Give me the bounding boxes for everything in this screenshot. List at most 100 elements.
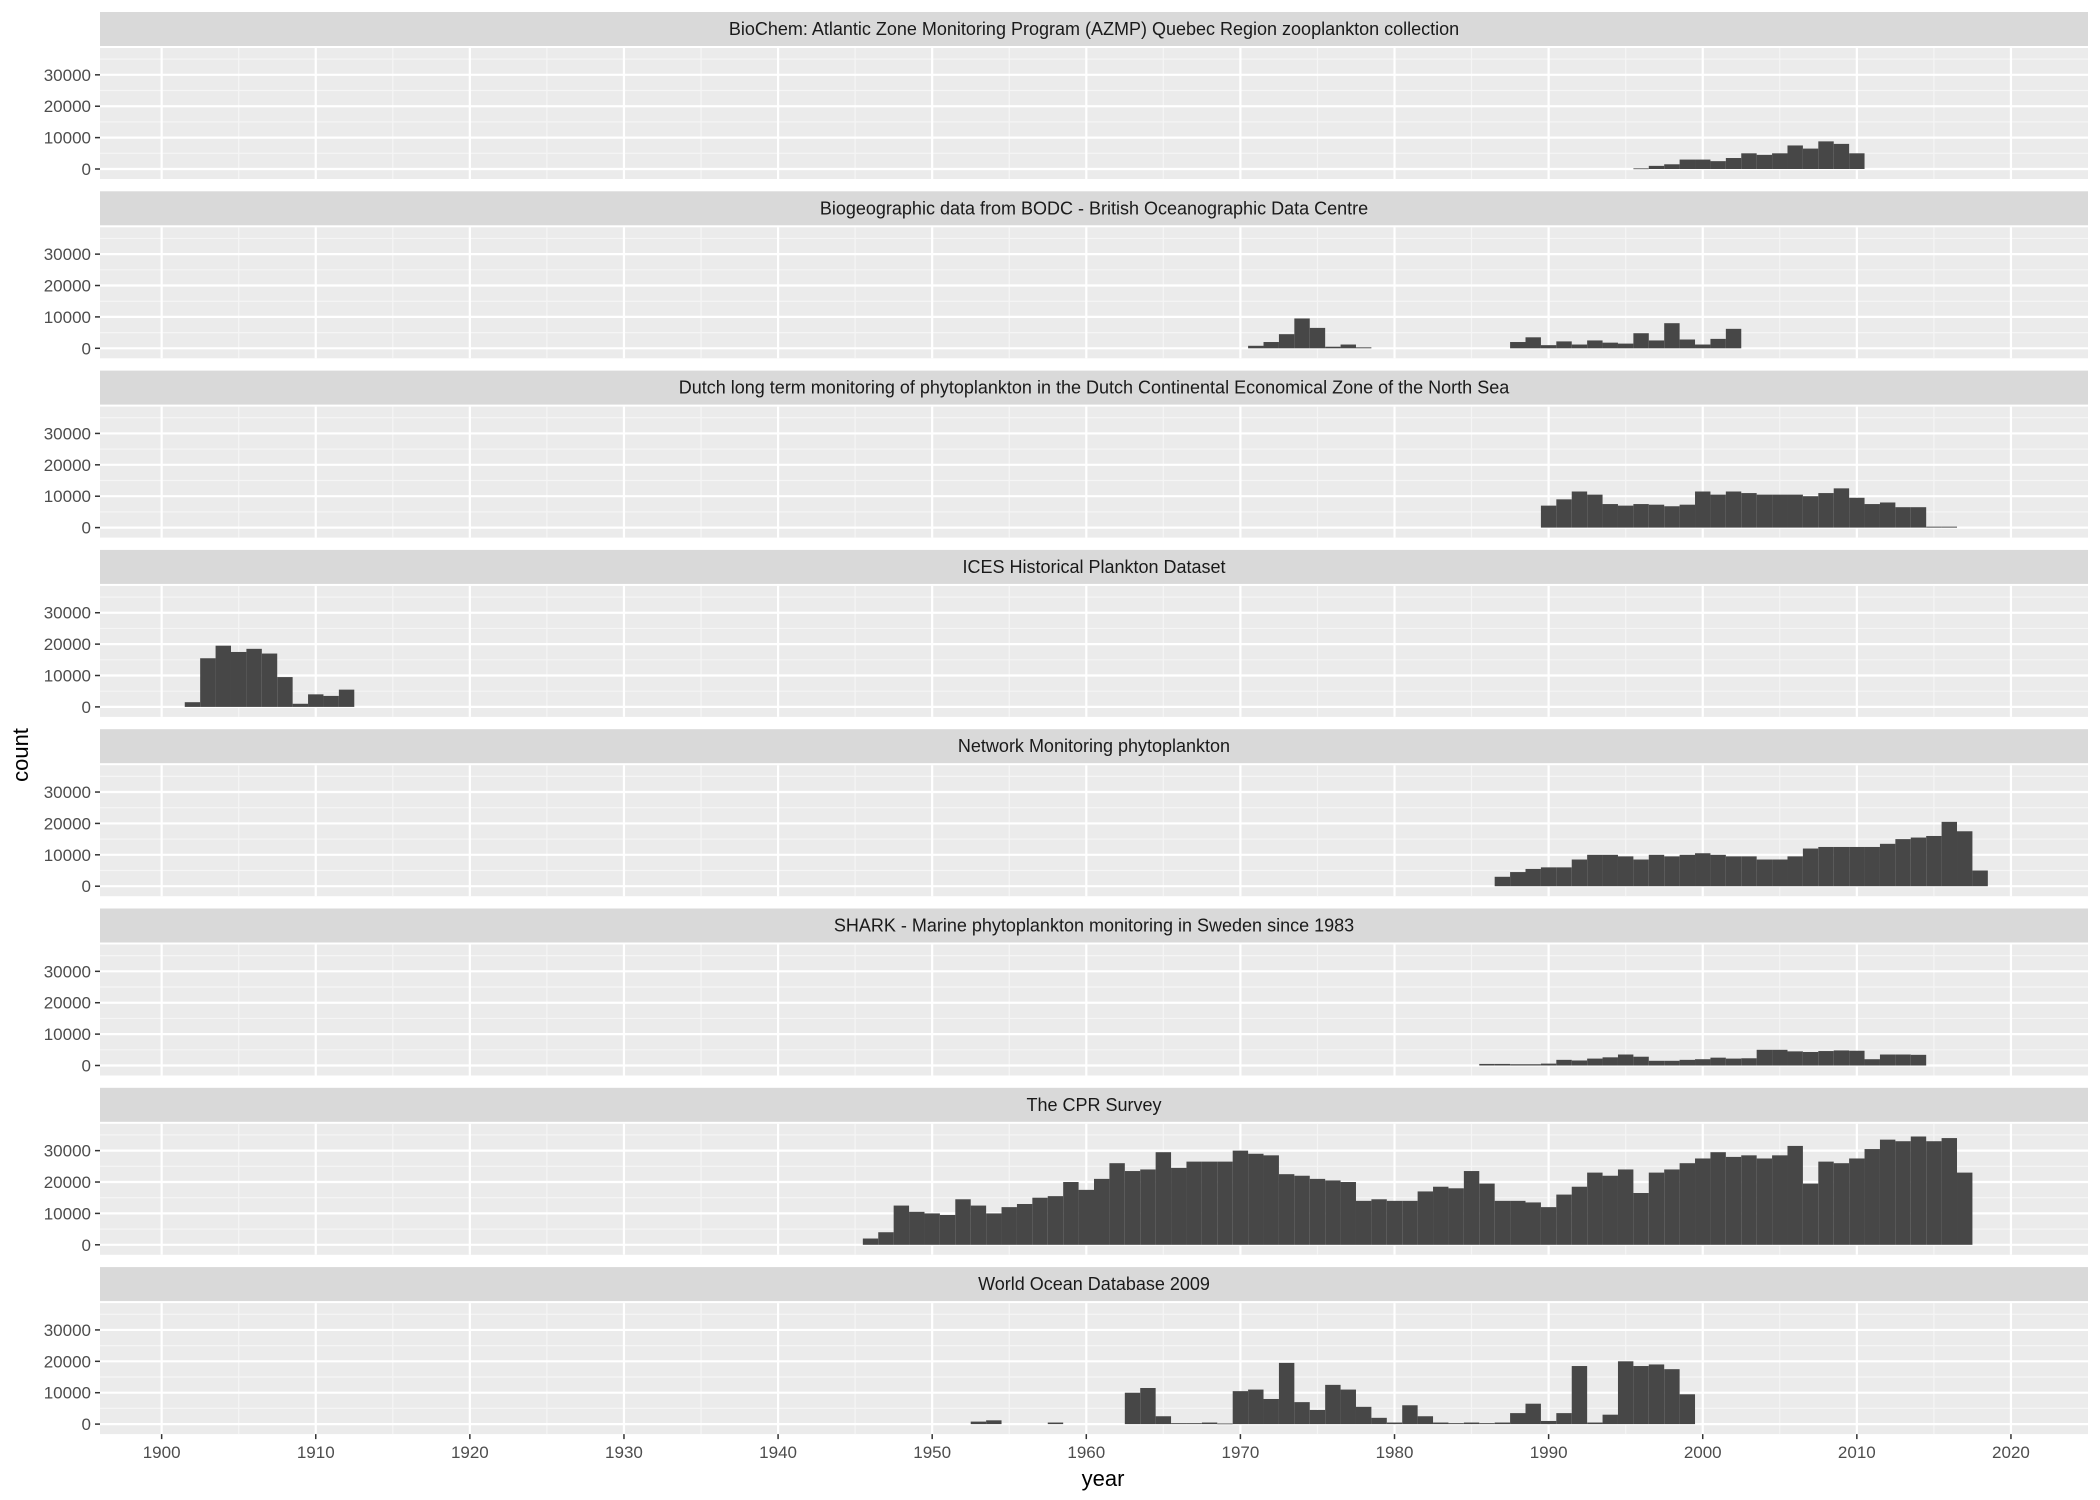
histogram-bar [1494, 1063, 1511, 1066]
histogram-bar [1371, 1417, 1387, 1425]
facet-5: Network Monitoring phytoplankton 0 10000 20… [44, 729, 2088, 897]
histogram-bar [1402, 1200, 1418, 1245]
histogram-bar [986, 1420, 1002, 1425]
panel-background [100, 227, 2088, 359]
histogram-bar [1910, 507, 1927, 528]
histogram-bar [261, 653, 278, 707]
histogram-bar [1556, 867, 1572, 887]
histogram-bar [1756, 1049, 1773, 1066]
histogram-bar [1818, 1051, 1834, 1066]
histogram-bar [1402, 1405, 1418, 1425]
y-tick-label: 10000 [44, 1384, 91, 1403]
facet-strip [100, 1087, 2088, 1122]
facet-2: Biogeographic data from BODC - British O… [44, 191, 2088, 359]
histogram-bar [1386, 1422, 1403, 1425]
histogram-bar [1818, 493, 1834, 528]
histogram-bar [1957, 1172, 1973, 1245]
histogram-bar [1355, 1406, 1372, 1425]
x-tick-label: 2020 [1992, 1443, 2030, 1462]
histogram-bar [1340, 1389, 1356, 1425]
histogram-bar [1802, 848, 1819, 887]
panel-background [100, 1303, 2088, 1435]
histogram-bar [277, 677, 293, 707]
y-tick-label: 0 [82, 698, 91, 717]
histogram-bar [1849, 1158, 1865, 1245]
histogram-bar [1309, 1178, 1326, 1245]
histogram-bar [1772, 859, 1788, 887]
histogram-bar [1571, 344, 1588, 349]
histogram-bar [1309, 1409, 1326, 1425]
histogram-bar [1494, 1200, 1511, 1245]
histogram-bar [1833, 143, 1850, 169]
y-tick-label: 0 [82, 160, 91, 179]
histogram-bar [1494, 876, 1511, 887]
histogram-bar [1263, 1398, 1279, 1425]
y-tick-label: 10000 [44, 308, 91, 327]
y-tick-label: 10000 [44, 1204, 91, 1223]
histogram-bar [184, 702, 201, 707]
histogram-bar [1741, 1058, 1757, 1066]
x-tick-label: 1990 [1530, 1443, 1568, 1462]
facet-strip [100, 1267, 2088, 1302]
histogram-bar [1124, 1392, 1141, 1425]
histogram-bar [1294, 1402, 1310, 1425]
histogram-bar [1772, 1155, 1788, 1245]
histogram-bar [1479, 1063, 1495, 1066]
facet-strip [100, 370, 2088, 405]
histogram-bar [1802, 1052, 1819, 1066]
histogram-bar [1617, 856, 1634, 887]
histogram-bar [1633, 859, 1649, 887]
y-tick-label: 20000 [44, 1173, 91, 1192]
facet-7: The CPR Survey 0 10000 20000 30000 [44, 1087, 2088, 1255]
y-tick-label: 30000 [44, 1142, 91, 1161]
histogram-bar [1695, 1158, 1711, 1245]
histogram-bar [1525, 868, 1541, 887]
histogram-bar [1633, 1366, 1649, 1425]
histogram-bar [1556, 341, 1572, 349]
histogram-bar [1679, 854, 1696, 887]
histogram-bar [1787, 494, 1803, 528]
histogram-bar [1571, 1366, 1588, 1425]
y-tick-label: 20000 [44, 277, 91, 296]
histogram-bar [1201, 1161, 1218, 1245]
histogram-bar [1756, 1158, 1773, 1245]
x-tick-label: 1970 [1221, 1443, 1259, 1462]
y-tick-label: 30000 [44, 1321, 91, 1340]
histogram-bar [1725, 491, 1742, 528]
facet-title: BioChem: Atlantic Zone Monitoring Progra… [729, 19, 1459, 39]
histogram-bar [1725, 328, 1742, 349]
y-tick-label: 20000 [44, 994, 91, 1013]
y-tick-label: 30000 [44, 245, 91, 264]
histogram-bar [1155, 1152, 1172, 1245]
histogram-bar [1602, 1414, 1618, 1425]
histogram-bar [1879, 1139, 1896, 1245]
histogram-bar [1664, 1060, 1680, 1066]
histogram-bar [1248, 1389, 1264, 1425]
histogram-bar [1479, 1183, 1495, 1245]
histogram-bar [1710, 854, 1726, 887]
histogram-bar [1648, 1364, 1665, 1425]
histogram-bar [1186, 1423, 1202, 1425]
facet-title: Dutch long term monitoring of phytoplank… [679, 378, 1510, 398]
x-tick-label: 1900 [143, 1443, 181, 1462]
histogram-bar [1571, 859, 1588, 887]
facet-strip [100, 908, 2088, 943]
histogram-bar [1926, 526, 1942, 528]
histogram-bar [1510, 1200, 1526, 1245]
histogram-bar [1679, 504, 1696, 528]
histogram-bar [1602, 342, 1618, 349]
histogram-bar [1648, 854, 1665, 887]
histogram-bar [1695, 344, 1711, 349]
histogram-bar [1710, 494, 1726, 528]
y-tick-label: 0 [82, 1415, 91, 1434]
histogram-bar [1248, 1153, 1264, 1245]
y-tick-label: 0 [82, 1236, 91, 1255]
histogram-bar [338, 689, 355, 707]
histogram-bar [1602, 854, 1618, 887]
histogram-bar [1741, 493, 1757, 528]
histogram-bar [1895, 1141, 1911, 1245]
y-tick-label: 20000 [44, 635, 91, 654]
facet-strip [100, 12, 2088, 46]
histogram-bar [1587, 494, 1603, 528]
